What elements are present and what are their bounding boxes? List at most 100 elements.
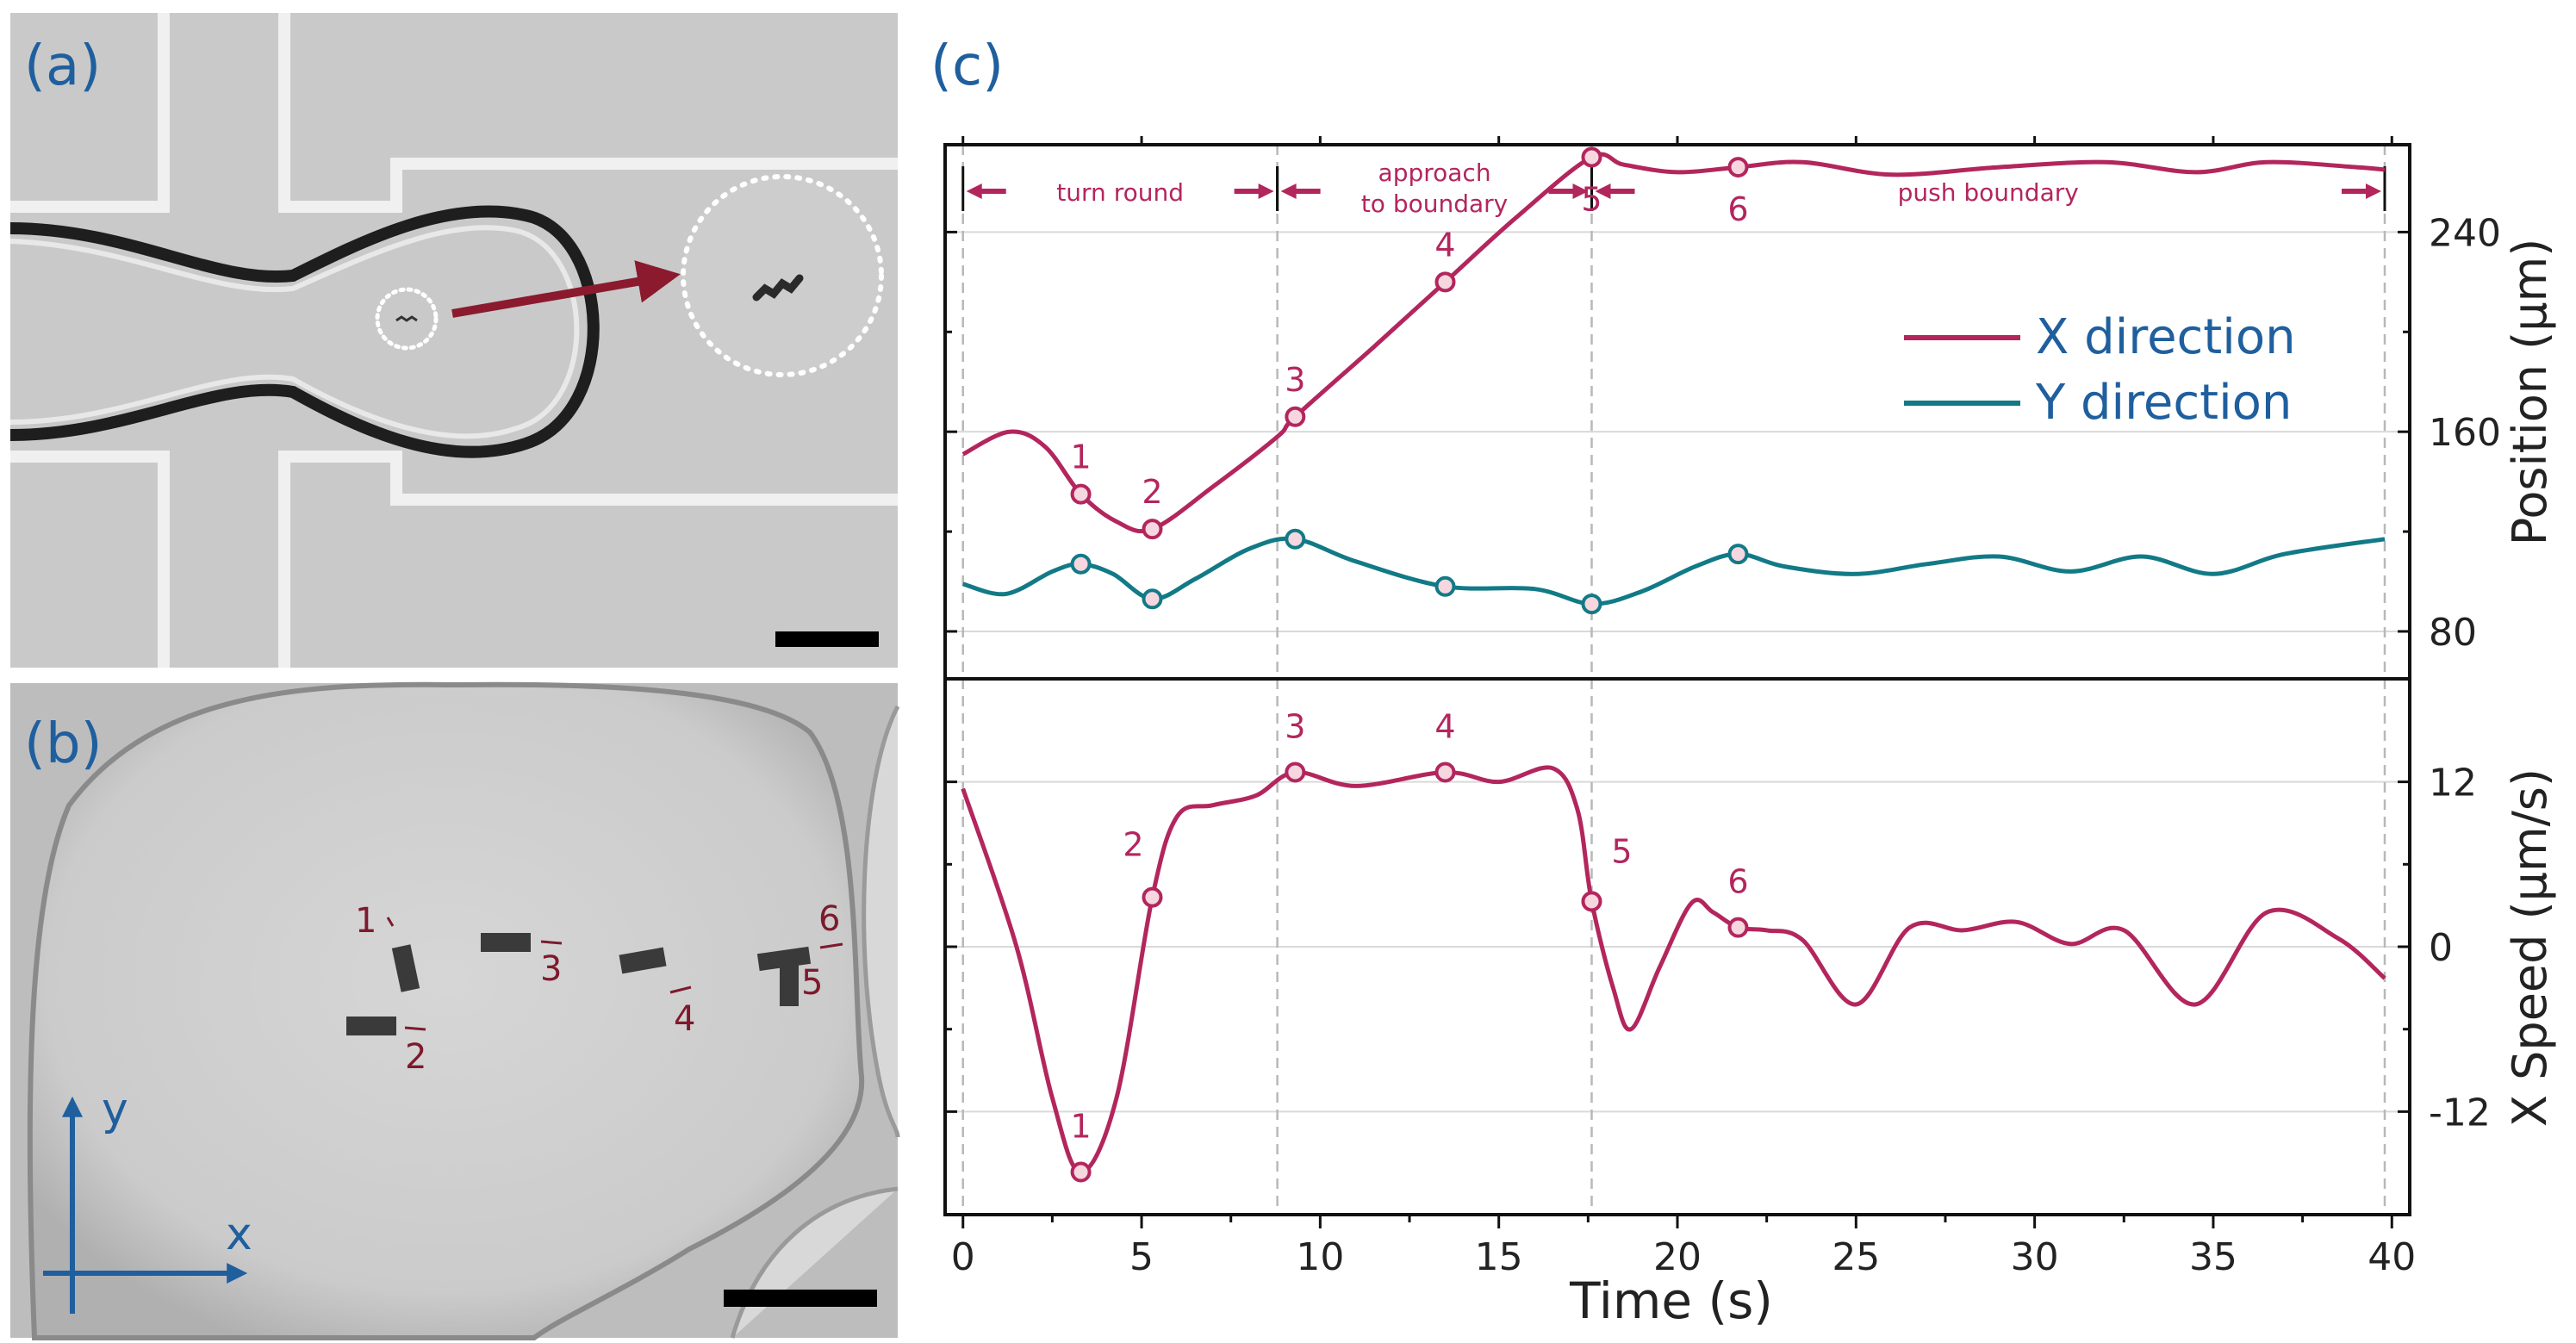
chart-speed-y-axis-label: X Speed (μm/s): [2503, 768, 2557, 1127]
panel-b-track-arrow-3: [540, 940, 563, 945]
phase-label-0: turn round: [1056, 178, 1184, 207]
marker-label-6: 6: [1727, 863, 1748, 901]
x-tick-label-15: 15: [1475, 1235, 1523, 1279]
x-tick-label-25: 25: [1832, 1235, 1880, 1279]
series-line-x-speed: [961, 765, 2386, 1175]
x-tick-label-40: 40: [2368, 1235, 2416, 1279]
marker-label-5: 5: [1611, 832, 1632, 870]
panel-b-scale-bar: [724, 1290, 877, 1307]
chart-position-phases: turn round approach to boundary push bounda…: [961, 159, 2386, 218]
data-marker: [1070, 553, 1092, 575]
chart-speed-markers: 1 2 3 4 5 6: [1070, 707, 1749, 1183]
panel-b-axis-y-label: y: [102, 1084, 128, 1135]
y-tick-label-80: 80: [2429, 611, 2477, 655]
chart-speed-series: [961, 765, 2386, 1175]
x-tick-label-10: 10: [1296, 1235, 1344, 1279]
chart-position-series: [961, 152, 2386, 606]
series-line-y-direction: [962, 536, 2386, 606]
marker-label-3: 3: [1285, 361, 1305, 399]
marker-label-3: 3: [1285, 707, 1305, 745]
data-marker: [1070, 483, 1092, 505]
y-tick-label--12: -12: [2429, 1091, 2491, 1135]
panel-b-track-arrow-1: [386, 917, 395, 927]
legend-y-direction-label: Y direction: [2035, 375, 2292, 431]
panel-b-bot-2: [346, 1017, 396, 1035]
panel-b-track-arrow-6: [819, 942, 843, 949]
panel-b-track-label-4: 4: [674, 999, 695, 1039]
x-tick-label-30: 30: [2011, 1235, 2059, 1279]
panel-c-label: (c): [930, 34, 1004, 98]
data-marker: [1581, 891, 1602, 912]
panel-b-track-arrow-4: [669, 985, 692, 994]
chart-speed-frame: [943, 677, 2411, 1216]
panel-a: (a): [9, 13, 898, 668]
data-marker: [1727, 544, 1749, 565]
panel-a-zoom-source-circle: [375, 287, 439, 351]
marker-label-1: 1: [1070, 438, 1091, 476]
phase-arrow-left: [1280, 183, 1297, 199]
phase-arrow-right: [1572, 183, 1589, 199]
phase-label-1-line2: to boundary: [1361, 190, 1508, 218]
chart-position-markers: 1 2 3 4 5 6: [1070, 146, 1749, 615]
panel-b-track-label-5: 5: [801, 963, 823, 1003]
marker-label-5: 5: [1581, 180, 1602, 218]
panel-b-bot-1: [391, 944, 420, 992]
marker-label-6: 6: [1727, 190, 1748, 228]
panel-b-track-arrow-2: [404, 1026, 426, 1031]
data-marker: [1070, 1161, 1092, 1183]
chart-position-grid: [945, 145, 2410, 679]
chart-position-legend: X direction Y direction: [1904, 309, 2296, 431]
panel-a-zoom-circle: [681, 174, 884, 377]
x-tick-label-0: 0: [951, 1235, 975, 1279]
phase-label-2: push boundary: [1898, 178, 2079, 207]
panel-b-bot-3: [481, 933, 531, 952]
panel-b-neighbor-droplet: [862, 705, 900, 1138]
panel-b-track-label-2: 2: [405, 1037, 426, 1077]
marker-label-1: 1: [1070, 1108, 1091, 1146]
data-marker: [1142, 588, 1163, 610]
marker-label-2: 2: [1123, 826, 1143, 864]
data-marker: [1727, 917, 1749, 938]
chart-x-axis-label: Time (s): [1569, 1271, 1773, 1330]
series-line-x-direction: [961, 152, 2386, 534]
marker-label-2: 2: [1142, 473, 1162, 511]
data-marker: [1285, 406, 1306, 427]
panel-a-channel: [9, 13, 898, 668]
panel-b-track-label-1: 1: [355, 901, 376, 941]
y-tick-label-0: 0: [2429, 926, 2453, 970]
panel-b-bot-6: [756, 946, 812, 972]
data-marker: [1727, 157, 1749, 178]
panel-b-track-label-3: 3: [540, 949, 562, 989]
panel-b-track-label-6: 6: [818, 899, 840, 939]
phase-arrow-right: [2365, 183, 2381, 199]
chart-x-ticks: 0 5 10 15 20 25 30 35 40: [951, 136, 2416, 1279]
chart-position: turn round approach to boundary push bounda…: [945, 145, 2557, 679]
panel-b-bot-4: [619, 947, 667, 974]
panel-b-axis-x-label: x: [226, 1209, 252, 1260]
phase-arrow-right: [1258, 183, 1274, 199]
data-marker: [1142, 886, 1163, 908]
panel-a-label: (a): [24, 34, 101, 98]
panel-b-droplet: [27, 681, 865, 1340]
data-marker: [1285, 762, 1306, 783]
data-marker: [1434, 762, 1456, 783]
phase-arrow-left: [966, 183, 982, 199]
data-marker: [1581, 146, 1602, 168]
data-marker: [1434, 271, 1456, 293]
y-tick-label-240: 240: [2429, 211, 2501, 255]
phase-arrow-left: [1595, 183, 1611, 199]
panel-b: 1 2 3 4 5 6 y x (b): [10, 681, 900, 1340]
panel-a-microbot: [395, 315, 418, 322]
y-tick-label-12: 12: [2429, 762, 2477, 805]
phase-label-1-line1: approach: [1378, 159, 1491, 187]
data-marker: [1434, 575, 1456, 597]
y-tick-label-160: 160: [2429, 411, 2501, 455]
data-marker: [1142, 519, 1163, 540]
panel-c: (c) turn round approach to boundary push bo…: [930, 34, 2557, 1330]
chart-speed-ticks: -12 0 12: [945, 762, 2491, 1135]
chart-position-y-axis-label: Position (μm): [2503, 239, 2557, 546]
chart-position-ticks: 80 160 240: [945, 211, 2501, 655]
legend-x-direction-label: X direction: [2036, 309, 2296, 365]
x-tick-label-20: 20: [1653, 1235, 1702, 1279]
